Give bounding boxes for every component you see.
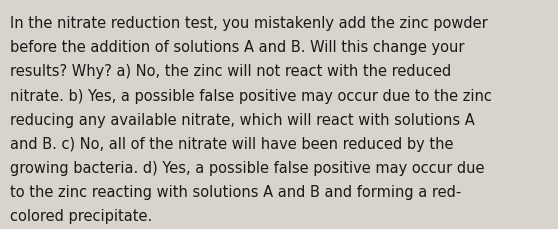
- Text: growing bacteria. d) Yes, a possible false positive may occur due: growing bacteria. d) Yes, a possible fal…: [10, 160, 484, 175]
- Text: before the addition of solutions A and B. Will this change your: before the addition of solutions A and B…: [10, 40, 465, 55]
- Text: nitrate. b) Yes, a possible false positive may occur due to the zinc: nitrate. b) Yes, a possible false positi…: [10, 88, 492, 103]
- Text: colored precipitate.: colored precipitate.: [10, 208, 152, 223]
- Text: results? Why? a) No, the zinc will not react with the reduced: results? Why? a) No, the zinc will not r…: [10, 64, 451, 79]
- Text: In the nitrate reduction test, you mistakenly add the zinc powder: In the nitrate reduction test, you mista…: [10, 16, 488, 31]
- Text: and B. c) No, all of the nitrate will have been reduced by the: and B. c) No, all of the nitrate will ha…: [10, 136, 454, 151]
- Text: reducing any available nitrate, which will react with solutions A: reducing any available nitrate, which wi…: [10, 112, 475, 127]
- Text: to the zinc reacting with solutions A and B and forming a red-: to the zinc reacting with solutions A an…: [10, 184, 461, 199]
